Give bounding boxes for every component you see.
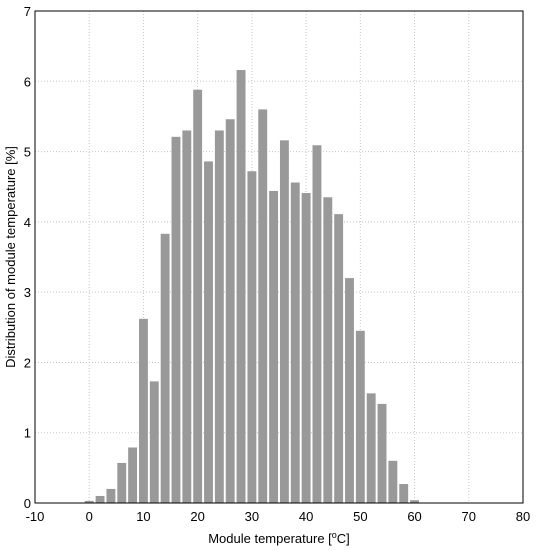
x-axis-label-superscript: o	[332, 530, 337, 540]
x-tick-labels: -10 0 10 20 30 40 50 60 70 80	[26, 509, 531, 524]
bar	[388, 460, 398, 503]
bar	[138, 318, 148, 503]
bar	[355, 330, 365, 503]
bar	[269, 190, 279, 503]
y-axis-label: Distribution of module temperature [%]	[3, 146, 18, 368]
bar	[106, 488, 116, 503]
bar	[117, 462, 127, 503]
x-tick-label: 30	[245, 509, 259, 524]
grid-lines	[35, 11, 523, 503]
x-tick-label: 10	[136, 509, 150, 524]
y-tick-labels: 0 1 2 3 4 5 6 7	[24, 4, 31, 511]
bar	[290, 182, 300, 504]
y-tick-label: 2	[24, 355, 31, 370]
x-tick-label: 20	[190, 509, 204, 524]
bar	[399, 484, 409, 503]
y-tick-label: 7	[24, 4, 31, 19]
x-axis-label-suffix: C]	[337, 531, 350, 546]
bar	[84, 500, 94, 503]
y-tick-label: 1	[24, 426, 31, 441]
x-axis-label: Module temperature [oC]	[208, 530, 350, 546]
bar	[410, 500, 420, 503]
bar	[366, 393, 376, 503]
bar	[247, 171, 257, 503]
bar	[225, 119, 235, 504]
x-tick-label: 60	[407, 509, 421, 524]
x-tick-label: 0	[86, 509, 93, 524]
x-tick-label: 80	[516, 509, 530, 524]
bar	[279, 140, 289, 503]
bar	[149, 381, 159, 503]
bar	[258, 109, 268, 504]
x-tick-label: -10	[26, 509, 45, 524]
bar	[204, 161, 213, 503]
plot-frame	[34, 10, 524, 504]
bar	[214, 130, 224, 503]
y-tick-label: 0	[24, 496, 31, 511]
bar	[345, 278, 354, 503]
bar	[95, 495, 105, 503]
bar	[312, 145, 322, 503]
bar	[236, 70, 246, 503]
bar	[171, 136, 181, 503]
y-tick-label: 5	[24, 145, 31, 160]
x-tick-label: 50	[353, 509, 367, 524]
bar	[182, 130, 192, 503]
y-tick-label: 3	[24, 285, 31, 300]
bar	[377, 403, 387, 503]
bar	[334, 214, 344, 503]
x-axis-label-prefix: Module temperature [	[208, 531, 332, 546]
x-tick-label: 40	[299, 509, 313, 524]
bar	[128, 447, 138, 503]
bar	[160, 233, 170, 503]
bar	[301, 193, 311, 504]
y-tick-label: 4	[24, 215, 31, 230]
bar	[323, 197, 333, 503]
bars	[84, 70, 420, 504]
bar	[193, 89, 203, 503]
y-tick-label: 6	[24, 74, 31, 89]
x-tick-label: 70	[462, 509, 476, 524]
